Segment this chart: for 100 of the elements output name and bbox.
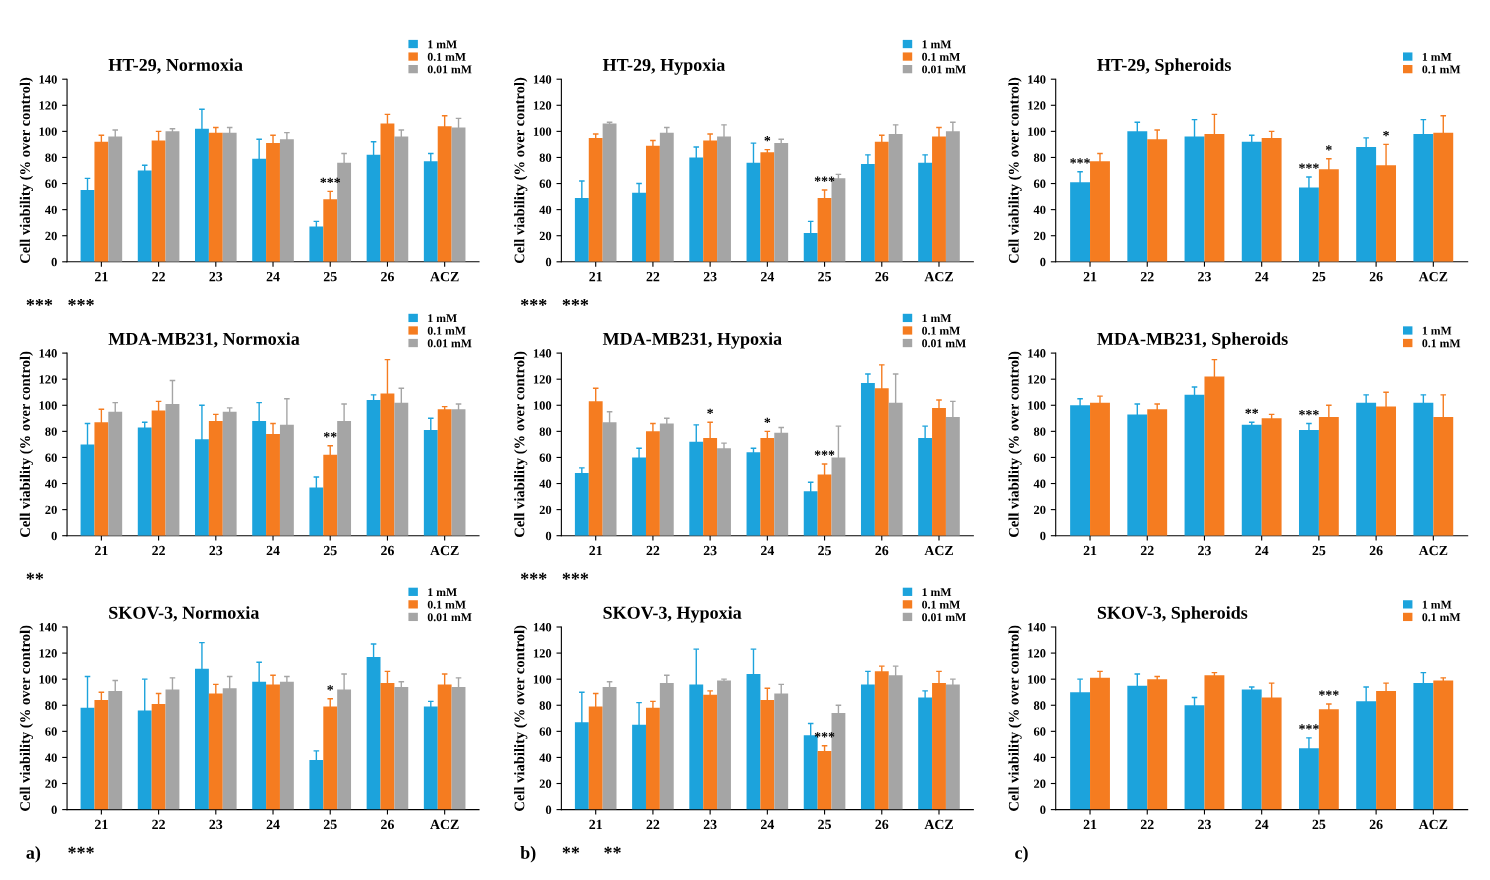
y-axis-title: Cell viability (% over control) [19,351,34,537]
bar [774,143,789,262]
x-tick-label: 25 [1312,271,1326,282]
text: c) [1015,846,1028,863]
y-tick-label: 40 [1033,753,1046,762]
y-tick-label: 100 [1028,127,1046,136]
x-tick-label: 23 [1198,271,1211,282]
annotation: *** [1299,724,1319,730]
x-tick-label: 25 [323,545,337,556]
x-tick-label: 22 [152,545,165,556]
y-axis-title: Cell viability (% over control) [514,351,528,537]
text: ** [604,846,621,854]
x-tick-label: 22 [1140,819,1154,829]
x-tick-label: 26 [1369,545,1383,556]
y-tick-label: 140 [533,623,552,632]
x-tick-label: 22 [1140,545,1154,556]
chart-title: HT-29, Normoxia [108,58,243,74]
y-tick-label: 80 [1033,701,1046,710]
x-tick-label: 23 [703,545,717,556]
legend-label: 0.1 mM [922,600,960,609]
y-tick-label: 40 [1033,205,1046,215]
y-tick-label: 140 [533,349,552,358]
legend-label: 1 mM [428,314,457,323]
x-tick-label: 26 [875,545,889,556]
legend-label: 1 mM [922,40,952,49]
chart-title: SKOV-3, Spheroids [1097,606,1248,623]
x-tick-label: 22 [1140,271,1154,282]
bar [1261,418,1282,536]
x-tick-label: 25 [323,271,337,282]
y-tick-label: 0 [545,805,552,815]
bar [602,123,617,262]
text: *** [26,298,53,306]
y-tick-label: 0 [51,531,57,541]
y-tick-label: 20 [45,779,57,788]
legend-label: 0.1 mM [922,326,960,335]
text: *** [68,846,94,854]
y-axis-title: Cell viability (% over control) [1008,351,1022,537]
legend-label: 0.1 mM [922,52,960,61]
legend-label: 0.01 mM [922,65,966,74]
bar [945,684,960,810]
y-tick-label: 140 [1028,623,1046,632]
y-tick-label: 0 [51,805,57,815]
x-tick-label: 25 [818,271,831,282]
annotation: *** [320,177,341,184]
y-tick-label: 100 [533,401,552,410]
y-tick-label: 80 [539,701,552,710]
y-tick-label: 120 [533,649,552,658]
bar [588,137,603,262]
bar [451,409,466,536]
y-tick-label: 120 [1028,101,1046,110]
y-axis-title: Cell viability (% over control) [514,77,528,264]
bar [1147,409,1168,536]
annotation: * [1325,145,1332,151]
y-tick-label: 80 [539,153,552,162]
x-tick-label: 26 [1369,271,1383,282]
bar [437,409,452,536]
bar [659,132,674,262]
x-tick-label: 23 [703,819,717,830]
y-tick-label: 20 [1034,505,1046,515]
bar [309,226,324,262]
x-tick-label: 24 [760,545,775,556]
text: b) [520,846,536,863]
y-tick-label: 40 [539,753,552,762]
x-tick-label: 24 [1255,271,1269,282]
y-tick-label: 60 [539,179,552,188]
bar [1147,679,1168,810]
x-tick-label: ACZ [924,545,953,556]
legend-label: 0.01 mM [922,339,966,348]
x-tick-label: ACZ [924,271,953,282]
x-tick-label: 23 [209,271,223,282]
y-tick-label: 0 [545,531,552,541]
x-tick-label: 25 [818,819,831,830]
text: *** [68,298,94,306]
x-tick-label: ACZ [1418,545,1448,556]
x-tick-label: 25 [1312,545,1326,556]
y-tick-label: 100 [39,675,57,684]
y-tick-label: 20 [539,779,552,788]
x-tick-label: 23 [1198,545,1211,556]
y-tick-label: 120 [1028,375,1046,384]
chart-title: MDA-MB231, Spheroids [1097,332,1288,349]
x-tick-label: 24 [1255,819,1269,829]
annotation: * [327,685,334,691]
bar [208,132,223,262]
legend-label: 1 mM [1422,600,1452,609]
bar [817,750,832,810]
bar [774,432,789,536]
bar [645,145,660,262]
y-axis-title: Cell viability (% over control) [19,77,34,264]
annotation: ** [323,432,337,438]
y-tick-label: 120 [39,649,57,658]
x-tick-label: 23 [703,271,717,282]
x-tick-label: 24 [760,271,775,282]
x-tick-label: 22 [646,819,660,829]
y-tick-label: 100 [39,127,57,136]
bar [1318,709,1339,810]
x-tick-label: 21 [589,271,602,282]
annotation: *** [1299,163,1319,169]
annotation: * [764,136,771,142]
text: a) [26,846,41,863]
chart-title: HT-29, Spheroids [1097,58,1231,75]
